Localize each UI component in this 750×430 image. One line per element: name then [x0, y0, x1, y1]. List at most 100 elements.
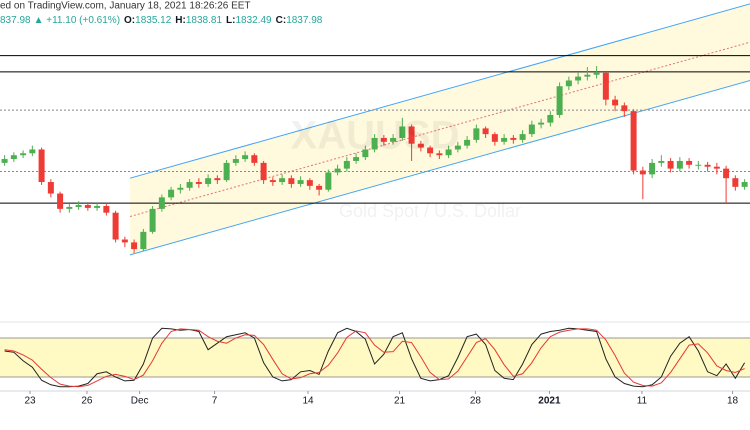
candle-body [667, 160, 674, 169]
candle-body [538, 122, 545, 125]
field-value: 1832.49 [235, 15, 272, 26]
candle-body [94, 205, 101, 208]
candle-body [602, 72, 609, 100]
candle-body [501, 137, 508, 142]
candle-body [741, 182, 748, 187]
candle-body [454, 145, 461, 150]
candle-body [390, 137, 397, 142]
candle-body [362, 149, 369, 158]
candle-body [473, 128, 480, 140]
x-tick-label: 21 [394, 396, 406, 407]
candle-body [168, 189, 175, 198]
candle-body [445, 149, 452, 156]
x-tick-label: 23 [24, 396, 36, 407]
candle-body [103, 205, 110, 213]
candle-body [482, 128, 489, 135]
ohlc-header: 837.98 ▲ +11.10 (+0.61%) O:1835.12 H:1838.8… [0, 15, 323, 26]
candle-body [279, 178, 286, 183]
published: ed on TradingView.com, January 18, 2021 … [0, 1, 251, 12]
candle-body [732, 178, 739, 187]
candle-body [38, 149, 45, 183]
candle-body [491, 134, 498, 142]
x-tick-label: 18 [727, 396, 739, 407]
candle-body [658, 160, 665, 163]
candle-body [723, 168, 730, 179]
candle-body [353, 157, 360, 161]
candle-body [242, 155, 249, 160]
candle-body [565, 80, 572, 87]
candle-body [57, 193, 64, 209]
field-label: H: [175, 15, 186, 26]
channel-mid [129, 41, 750, 218]
field-value: 1838.81 [186, 15, 223, 26]
candle-body [695, 164, 702, 166]
watermark-description: Gold Spot / U.S. Dollar [339, 201, 521, 221]
candle-body [612, 99, 619, 106]
candle-body [556, 86, 563, 115]
candle-body [223, 162, 230, 181]
candle-body [343, 160, 350, 169]
candle-body [528, 124, 535, 135]
x-tick-label: 28 [470, 396, 482, 407]
candle-body [371, 137, 378, 150]
candle-body [131, 242, 138, 250]
candle-body [121, 239, 128, 243]
field-label: C: [276, 15, 287, 26]
candle-body [10, 155, 17, 160]
candle-body [593, 72, 600, 75]
field-value: 1835.12 [135, 15, 172, 26]
candle-body [177, 187, 184, 190]
field-label: L: [226, 15, 235, 26]
field-label: O: [124, 15, 135, 26]
candle-body [251, 155, 258, 163]
price-pane [0, 3, 750, 256]
watermark-symbol: XAUUSD [291, 114, 460, 158]
candle-body [380, 137, 387, 142]
candle-body [297, 180, 304, 184]
candle-body [408, 126, 415, 144]
candle-body [334, 168, 341, 173]
candle-body [713, 166, 720, 169]
x-tick-label: Dec [131, 396, 149, 407]
candle-body [29, 149, 36, 154]
channel-fill [130, 3, 750, 255]
candle-body [158, 197, 165, 209]
x-tick-label: 11 [637, 396, 648, 407]
stoch-band [0, 338, 750, 377]
candle-body [325, 172, 332, 190]
field-value: 1837.98 [286, 15, 323, 26]
candle-body [316, 185, 323, 190]
candle-body [186, 182, 193, 188]
candle-body [399, 126, 406, 138]
candle-body [84, 205, 91, 208]
candle-body [436, 153, 443, 156]
candle-body [686, 160, 693, 165]
header-bg [0, 0, 450, 28]
time-axis: 23 26 Dec 7 14 21 28 2021 11 18 [24, 391, 739, 407]
change: ▲ +11.10 (+0.61%) [34, 15, 120, 26]
candle-body [519, 134, 526, 140]
candle-body [639, 170, 646, 175]
x-tick-label: 26 [81, 396, 93, 407]
candle-body [269, 180, 276, 183]
candle-body [621, 105, 628, 112]
candle-body [417, 143, 424, 148]
candle-body [676, 160, 683, 169]
candle-body [306, 180, 313, 186]
candle-body [47, 182, 54, 194]
candle-body [464, 139, 471, 146]
candle-body [510, 137, 517, 140]
stoch-line [4, 327, 746, 388]
candle-body [630, 111, 637, 171]
candle-body [575, 76, 582, 81]
candle-body [205, 178, 212, 184]
candle-body [1, 159, 8, 163]
candle-body [260, 162, 267, 181]
channel-upper [129, 3, 750, 179]
candle-body [288, 178, 295, 184]
x-tick-label: 7 [212, 396, 218, 407]
channel-lower [129, 80, 750, 256]
candle-body [149, 208, 156, 232]
candle-body [704, 164, 711, 167]
candle-body [649, 162, 656, 175]
